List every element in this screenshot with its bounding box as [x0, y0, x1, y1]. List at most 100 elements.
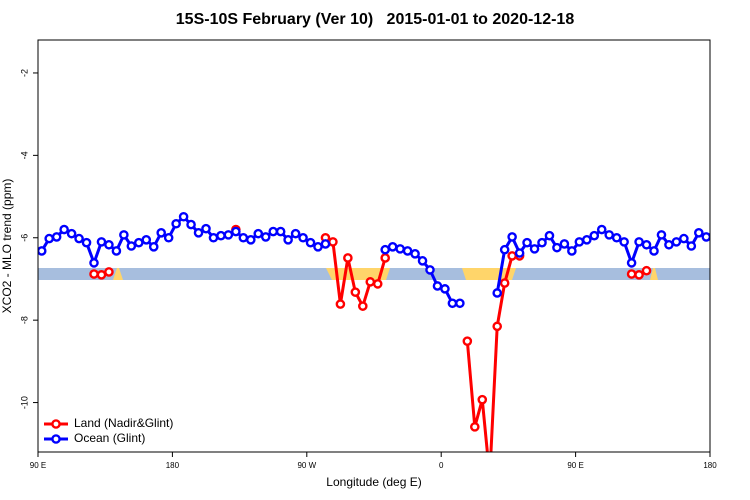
x-tick-label: 90 E [30, 461, 46, 470]
data-point [260, 232, 271, 242]
data-point [499, 278, 510, 288]
data-point [641, 239, 652, 250]
data-point [275, 226, 286, 237]
data-point [410, 249, 420, 259]
data-point [462, 336, 473, 346]
data-point [492, 288, 503, 298]
chart-title: 15S-10S February (Ver 10) 2015-01-01 to … [176, 11, 575, 28]
data-point [201, 223, 211, 234]
data-point [268, 226, 279, 237]
data-point [492, 321, 503, 332]
data-point [126, 241, 137, 251]
data-point [469, 422, 480, 432]
data-point [44, 233, 55, 244]
data-point [380, 244, 391, 255]
data-point [119, 230, 129, 240]
data-point [96, 237, 107, 247]
data-point [582, 235, 592, 245]
data-point [365, 277, 376, 287]
data-point [395, 244, 405, 254]
data-point [81, 237, 92, 248]
data-point [529, 244, 540, 254]
data-point [208, 232, 219, 243]
data-point [66, 228, 77, 239]
data-point [634, 237, 644, 247]
data-point [417, 256, 428, 266]
data-point [350, 287, 361, 297]
data-point [104, 239, 114, 250]
data-point [38, 246, 47, 256]
data-point [380, 253, 391, 263]
data-point [679, 233, 689, 244]
data-point [343, 253, 353, 263]
data-point [402, 246, 413, 256]
legend-label: Ocean (Glint) [74, 431, 145, 445]
data-point [328, 237, 338, 247]
data-point [111, 246, 122, 256]
data-point [447, 298, 458, 309]
data-point [626, 258, 637, 268]
data-point [477, 394, 488, 405]
data-point [238, 232, 249, 243]
data-point [335, 299, 346, 309]
land-band [113, 268, 123, 280]
data-point [104, 267, 114, 277]
plot-area [38, 211, 710, 452]
data-point [656, 230, 667, 240]
data-point [313, 242, 323, 252]
data-point [499, 244, 510, 255]
data-point [507, 251, 517, 261]
data-point [596, 224, 607, 235]
data-point [59, 224, 69, 235]
y-tick-label: -10 [19, 396, 29, 409]
legend-box [40, 414, 185, 450]
y-tick-label: -6 [19, 234, 29, 242]
data-point [89, 258, 99, 268]
data-point [320, 239, 331, 249]
data-point [193, 228, 204, 238]
data-point [514, 248, 525, 258]
data-point [51, 232, 62, 242]
legend-marker [51, 434, 61, 444]
y-tick-label: -4 [19, 151, 29, 159]
data-point [223, 230, 234, 240]
data-point [96, 270, 107, 280]
x-tick-label: 180 [166, 461, 180, 470]
data-point [537, 237, 547, 248]
data-point [216, 230, 226, 241]
data-point [611, 232, 622, 243]
data-point [372, 279, 383, 289]
data-point [305, 237, 316, 248]
surface-band [38, 268, 710, 280]
data-point [567, 246, 577, 256]
data-point [89, 269, 99, 279]
data-point [298, 232, 308, 243]
data-point [425, 265, 435, 275]
data-point [290, 228, 301, 239]
data-point [74, 233, 84, 244]
data-point [522, 237, 532, 248]
data-point [231, 226, 241, 237]
data-point [634, 270, 644, 280]
data-point [604, 230, 615, 240]
data-point [671, 237, 682, 247]
data-point [507, 232, 517, 242]
y-tick-label: -8 [19, 316, 29, 324]
data-point [574, 237, 585, 247]
plot-frame [37, 39, 711, 453]
data-point [619, 237, 629, 247]
data-point [589, 230, 600, 241]
land-band [326, 268, 390, 280]
data-point [357, 301, 368, 311]
x-axis-label: Longitude (deg E) [326, 475, 421, 489]
data-point [432, 281, 443, 291]
data-point [686, 241, 697, 251]
data-point [156, 228, 166, 238]
data-point [148, 242, 159, 252]
data-point [171, 218, 181, 229]
data-point [552, 242, 562, 253]
data-point [649, 246, 659, 256]
data-point [245, 235, 256, 245]
legend-label: Land (Nadir&Glint) [74, 416, 173, 430]
